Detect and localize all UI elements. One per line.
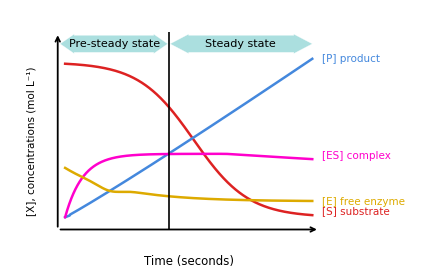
Text: [E] free enzyme: [E] free enzyme bbox=[322, 197, 405, 207]
Text: Pre-steady state: Pre-steady state bbox=[69, 39, 160, 49]
Text: [X], concentrations (mol L⁻¹): [X], concentrations (mol L⁻¹) bbox=[27, 66, 36, 215]
Text: Steady state: Steady state bbox=[205, 39, 276, 49]
Text: Time (seconds): Time (seconds) bbox=[144, 255, 234, 268]
Text: [ES] complex: [ES] complex bbox=[322, 151, 391, 161]
Polygon shape bbox=[60, 34, 168, 53]
Polygon shape bbox=[170, 34, 312, 53]
Text: [P] product: [P] product bbox=[322, 54, 380, 64]
Text: [S] substrate: [S] substrate bbox=[322, 206, 390, 216]
